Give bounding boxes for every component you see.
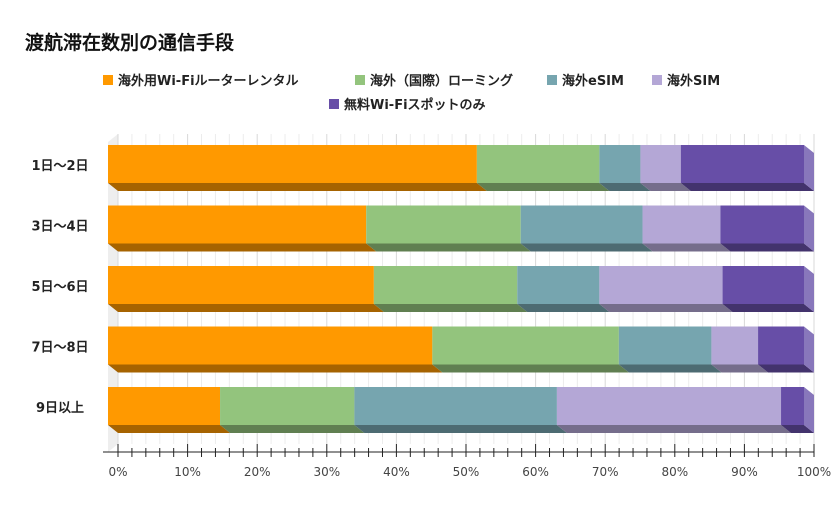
legend-label: 海外eSIM [562,74,624,89]
x-tick-label: 0% [108,465,127,479]
bar-end-face [804,205,814,252]
legend-item: 海外SIM [652,70,720,89]
bar-bottom-face [599,183,651,191]
bar-segment [108,205,367,244]
bar-bottom-face [108,243,377,252]
bar-bottom-face [758,364,814,373]
bar-segment [618,326,712,365]
bar-bottom-face [711,364,769,373]
x-tick-label: 90% [731,465,758,479]
legend-label: 海外SIM [667,74,721,89]
x-tick-label: 40% [383,465,410,479]
bar-bottom-face [476,183,610,191]
bar-segment [556,387,782,425]
bar-bottom-face [108,425,231,433]
bar-bottom-face [680,183,814,191]
bar-segment [781,387,804,425]
bar-bottom-face [517,304,610,312]
bar-segment [680,145,804,183]
bar-end-face [804,266,814,312]
bar-bottom-face [108,364,443,373]
legend-swatch [652,74,662,85]
bar-bottom-face [432,364,629,373]
y-tick-label: 5日～6日 [31,280,88,295]
bar-bottom-face [366,243,531,252]
bar-segment [720,205,804,244]
bar-segment [520,205,643,244]
x-tick-label: 100% [797,465,831,479]
bar-bottom-face [556,425,792,433]
bar-bottom-face [642,243,731,252]
bar-segment [220,387,355,425]
legend-item: 海外用Wi-Fiルーターレンタル [103,70,299,89]
bar-segment [476,145,600,183]
legend-item: 無料Wi-Fiスポットのみ [329,94,486,113]
bar-segment [108,326,433,365]
legend-label: 海外（国際）ローミング [370,74,514,89]
legend-swatch [355,74,365,85]
bar-segment [517,266,600,304]
bar-bottom-face [520,243,653,252]
y-tick-label: 3日～4日 [31,220,88,235]
legend-label: 海外用Wi-Fiルーターレンタル [118,74,299,89]
bar-end-face [804,387,814,433]
legend-label: 無料Wi-Fiスポットのみ [344,98,486,113]
x-tick-label: 70% [592,465,619,479]
bar-bottom-face [108,183,487,191]
bar-segment [354,387,557,425]
legend-swatch [103,74,113,85]
bar-bottom-face [618,364,722,373]
y-tick-label: 7日～8日 [31,341,88,356]
bar-bottom-face [108,304,384,312]
bar-segment [711,326,759,365]
x-tick-label: 80% [661,465,688,479]
bar-end-face [804,326,814,373]
y-tick-label: 1日～2日 [31,159,88,174]
bar-bottom-face [722,304,814,312]
bar-end-face [804,145,814,191]
bar-segment [373,266,518,304]
bar-segment [108,266,374,304]
bar-segment [599,266,723,304]
bar-bottom-face [373,304,528,312]
bar-segment [722,266,804,304]
x-tick-label: 50% [453,465,480,479]
x-tick-label: 30% [313,465,340,479]
bar-bottom-face [640,183,691,191]
x-tick-label: 10% [174,465,201,479]
x-tick-label: 20% [244,465,271,479]
bar-bottom-face [781,425,814,433]
legend-swatch [547,74,557,85]
bar-segment [432,326,619,365]
bar-segment [642,205,721,244]
bar-bottom-face [354,425,567,433]
legend-item: 海外（国際）ローミング [355,70,513,89]
chart-title: 渡航滞在数別の通信手段 [25,32,235,54]
bar-segment [640,145,681,183]
bar-segment [599,145,641,183]
bar-segment [108,387,221,425]
bar-segment [758,326,804,365]
bar-bottom-face [220,425,365,433]
y-tick-label: 9日以上 [36,401,84,416]
x-tick-label: 60% [522,465,549,479]
legend-item: 海外eSIM [547,70,624,89]
bar-bottom-face [720,243,814,252]
bar-bottom-face [599,304,733,312]
bar-segment [366,205,521,244]
legend-swatch [329,98,339,109]
bar-segment [108,145,477,183]
